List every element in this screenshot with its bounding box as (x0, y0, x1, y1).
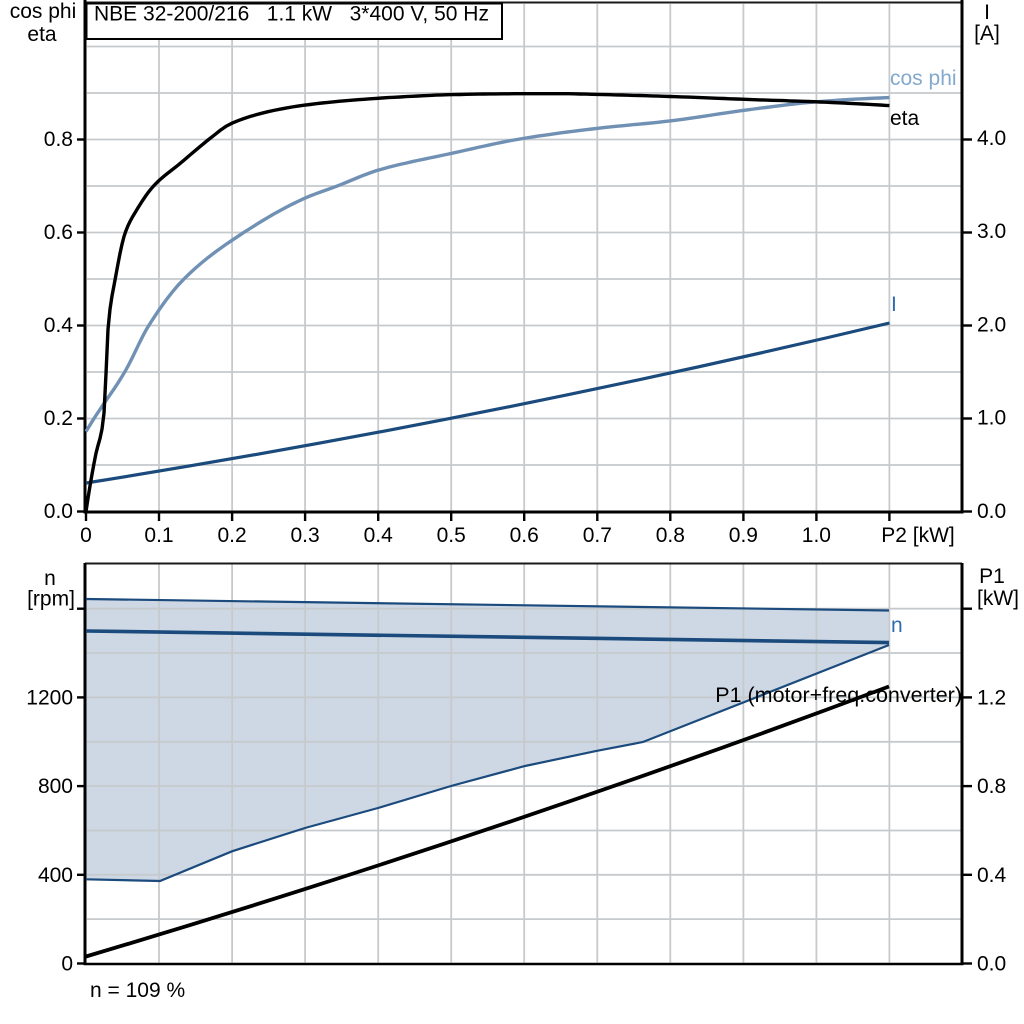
svg-text:0.0: 0.0 (44, 500, 73, 523)
svg-text:0.9: 0.9 (729, 524, 758, 547)
svg-text:3.0: 3.0 (977, 220, 1006, 243)
svg-text:P1 (motor+freq.converter): P1 (motor+freq.converter) (715, 683, 962, 707)
svg-text:0.1: 0.1 (144, 524, 173, 547)
svg-text:4.0: 4.0 (977, 127, 1006, 150)
svg-text:I: I (984, 1, 990, 24)
svg-text:0.6: 0.6 (44, 221, 73, 244)
svg-text:cos phi: cos phi (890, 67, 957, 90)
svg-text:eta: eta (890, 107, 920, 130)
svg-text:1.0: 1.0 (802, 524, 831, 547)
svg-text:0.6: 0.6 (510, 524, 539, 547)
svg-text:1.0: 1.0 (977, 407, 1006, 430)
svg-text:[rpm]: [rpm] (27, 588, 75, 611)
svg-text:0.7: 0.7 (583, 524, 612, 547)
svg-text:0.4: 0.4 (364, 524, 394, 547)
svg-text:0.8: 0.8 (44, 128, 73, 151)
svg-text:0.0: 0.0 (977, 500, 1006, 523)
svg-text:[A]: [A] (974, 22, 1000, 45)
svg-text:0.3: 0.3 (290, 524, 319, 547)
svg-text:0.4: 0.4 (44, 314, 74, 337)
svg-text:n: n (891, 614, 903, 637)
svg-text:2.0: 2.0 (977, 313, 1006, 336)
svg-text:0.8: 0.8 (977, 775, 1006, 798)
svg-text:0.2: 0.2 (217, 524, 246, 547)
svg-text:400: 400 (38, 864, 73, 887)
svg-text:n = 109 %: n = 109 % (90, 979, 185, 1002)
svg-text:cos phi: cos phi (10, 0, 77, 23)
svg-text:0: 0 (61, 953, 73, 976)
svg-text:I: I (891, 293, 897, 316)
svg-text:1.2: 1.2 (977, 686, 1006, 709)
svg-text:800: 800 (38, 775, 73, 798)
svg-text:0.8: 0.8 (656, 524, 685, 547)
svg-text:NBE 32-200/216 1.1 kW 3*40: NBE 32-200/216 1.1 kW 3*400 V, 50 Hz (94, 3, 489, 26)
svg-text:0: 0 (80, 524, 92, 547)
svg-text:n: n (44, 567, 56, 590)
svg-text:0.2: 0.2 (44, 407, 73, 430)
svg-text:0.4: 0.4 (977, 864, 1007, 887)
svg-text:[kW]: [kW] (977, 587, 1019, 610)
svg-text:P1: P1 (979, 565, 1005, 588)
svg-text:P2 [kW]: P2 [kW] (881, 524, 955, 547)
svg-text:1200: 1200 (26, 686, 73, 709)
svg-text:0.5: 0.5 (437, 524, 466, 547)
svg-text:0.0: 0.0 (977, 953, 1006, 976)
svg-text:eta: eta (27, 23, 57, 46)
